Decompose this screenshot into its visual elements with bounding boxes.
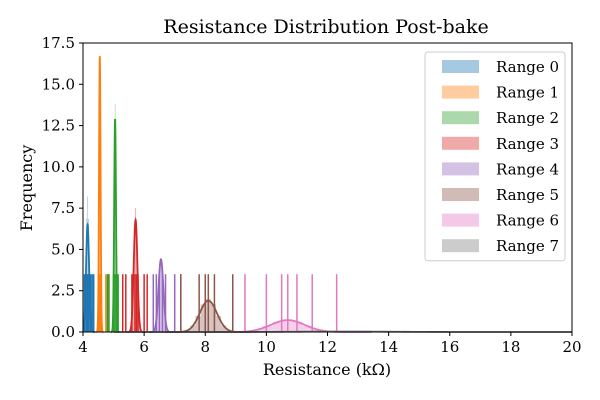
x-tick-label: 6: [139, 338, 149, 356]
legend-label: Range 5: [496, 186, 559, 204]
y-tick-label: 17.5: [42, 34, 75, 52]
chart-title: Resistance Distribution Post-bake: [163, 16, 488, 38]
legend-label: Range 0: [496, 58, 559, 76]
x-axis: 4 6 8 10 12 14 16 18 20: [78, 332, 582, 356]
y-tick-label: 10.0: [42, 158, 75, 176]
hist-bar: [190, 325, 196, 332]
x-axis-label: Resistance (kΩ): [263, 360, 391, 379]
series-6: [203, 274, 372, 333]
hist-bar: [292, 321, 303, 332]
hist-bar: [87, 196, 89, 332]
hist-bar: [195, 315, 201, 332]
hist-bar: [221, 325, 227, 332]
x-tick-label: 4: [78, 338, 88, 356]
x-tick-label: 8: [200, 338, 210, 356]
hist-bar: [163, 296, 165, 332]
legend-swatch: [442, 111, 479, 125]
legend-label: Range 3: [496, 135, 559, 153]
legend-swatch: [442, 136, 479, 150]
legend-swatch: [442, 239, 479, 253]
legend-swatch: [442, 188, 479, 201]
x-tick-label: 14: [379, 338, 398, 356]
y-tick-label: 15.0: [42, 75, 75, 93]
legend-label: Range 1: [496, 84, 559, 102]
hist-bar: [200, 304, 206, 332]
y-tick-label: 7.5: [51, 199, 75, 217]
x-tick-label: 20: [562, 338, 581, 356]
legend-swatch: [442, 60, 479, 73]
x-tick-label: 12: [318, 338, 337, 356]
series-0: [82, 196, 96, 333]
series-5: [165, 274, 252, 333]
legend: Range 0 Range 1 Range 2 Range 3 Range 4 Range…: [424, 51, 566, 262]
legend-label: Range 4: [496, 160, 559, 178]
legend-swatch: [442, 162, 479, 176]
y-axis-label: Frequency: [17, 145, 36, 232]
hist-bar: [262, 325, 273, 332]
series-4: [148, 257, 182, 333]
hist-bar: [210, 304, 216, 332]
y-tick-label: 12.5: [42, 117, 75, 135]
legend-label: Range 6: [496, 212, 559, 230]
y-tick-label: 2.5: [51, 282, 75, 300]
kde-line: [95, 56, 104, 333]
y-tick-label: 0.0: [51, 323, 75, 341]
legend-label: Range 7: [496, 237, 559, 255]
series-1: [95, 56, 109, 333]
series-3: [121, 208, 148, 333]
x-tick-label: 16: [440, 338, 459, 356]
hist-bar: [252, 329, 263, 332]
hist-bar: [272, 321, 283, 332]
x-tick-label: 18: [501, 338, 520, 356]
legend-box: [424, 51, 566, 262]
legend-swatch: [442, 85, 479, 99]
hist-bar: [302, 325, 313, 332]
legend-label: Range 2: [496, 109, 559, 127]
x-tick-label: 10: [257, 338, 276, 356]
hist-bar: [135, 208, 137, 332]
plot-area: [82, 56, 572, 333]
y-tick-label: 5.0: [51, 240, 75, 258]
hist-bar: [114, 104, 116, 332]
hist-bar: [160, 259, 162, 332]
series-2: [106, 104, 120, 333]
y-axis: 0.0 2.5 5.0 7.5 10.0 12.5 15.0 17.5: [42, 34, 83, 341]
hist-bar: [157, 296, 159, 332]
legend-swatch: [442, 213, 479, 227]
hist-bar: [216, 315, 222, 332]
